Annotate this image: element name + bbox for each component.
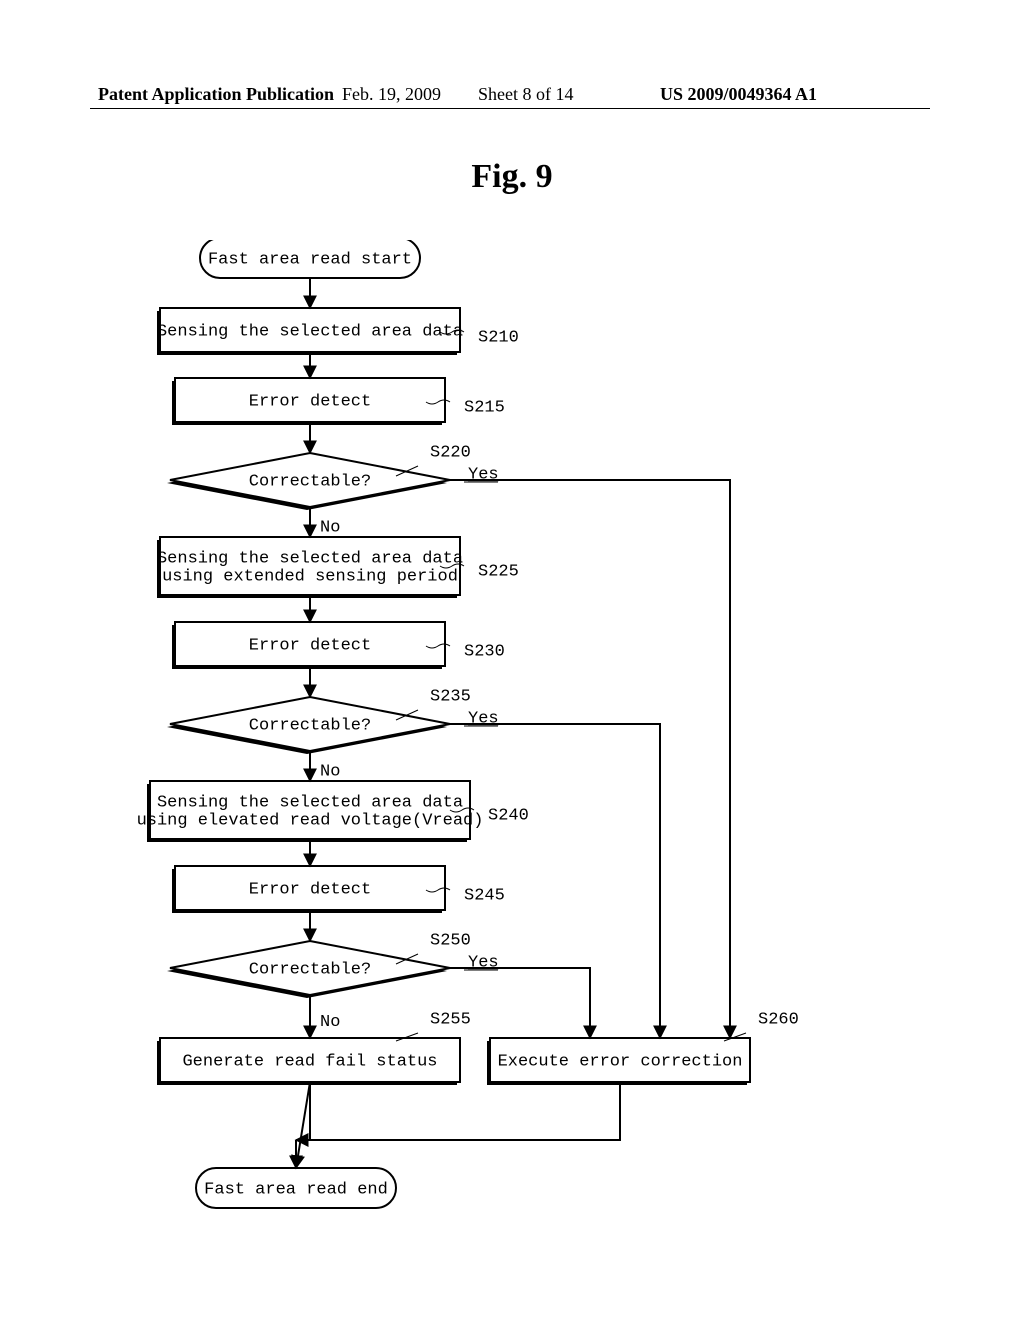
svg-text:using extended sensing period: using extended sensing period [162,567,458,586]
svg-text:Correctable?: Correctable? [249,960,371,979]
svg-text:Error detect: Error detect [249,392,371,411]
svg-text:Error detect: Error detect [249,880,371,899]
svg-text:S220: S220 [430,443,471,462]
svg-text:S240: S240 [488,806,529,825]
svg-text:Sensing the selected area data: Sensing the selected area data [157,322,463,341]
svg-text:Correctable?: Correctable? [249,472,371,491]
svg-text:Error detect: Error detect [249,636,371,655]
svg-text:Correctable?: Correctable? [249,716,371,735]
figure-title: Fig. 9 [0,158,1024,196]
svg-text:No: No [320,1013,340,1032]
header-sheet: Sheet 8 of 14 [478,84,573,105]
svg-text:Sensing the selected area data: Sensing the selected area data [157,793,463,812]
svg-text:Generate read fail status: Generate read fail status [182,1052,437,1071]
flowchart-svg: Fast area read start Sensing the selected… [0,240,1024,1280]
flowchart: Fast area read start Sensing the selected… [0,240,1024,1280]
svg-text:S245: S245 [464,886,505,905]
svg-text:S210: S210 [478,328,519,347]
header-date: Feb. 19, 2009 [342,84,441,105]
svg-text:S250: S250 [430,931,471,950]
svg-text:S215: S215 [464,398,505,417]
header-docid: US 2009/0049364 A1 [660,84,817,105]
svg-text:Sensing the selected area data: Sensing the selected area data [157,549,463,568]
svg-text:S260: S260 [758,1010,799,1029]
svg-text:No: No [320,518,340,537]
svg-text:No: No [320,762,340,781]
svg-text:using elevated read voltage(Vr: using elevated read voltage(Vread) [137,811,484,830]
svg-text:S235: S235 [430,687,471,706]
svg-text:S230: S230 [464,642,505,661]
svg-text:Execute error correction: Execute error correction [498,1052,743,1071]
svg-text:S255: S255 [430,1010,471,1029]
header-rule [90,108,930,109]
header-publication: Patent Application Publication [98,84,334,105]
svg-text:Fast area read end: Fast area read end [204,1180,388,1199]
svg-text:S225: S225 [478,562,519,581]
svg-text:Fast area read start: Fast area read start [208,250,412,269]
